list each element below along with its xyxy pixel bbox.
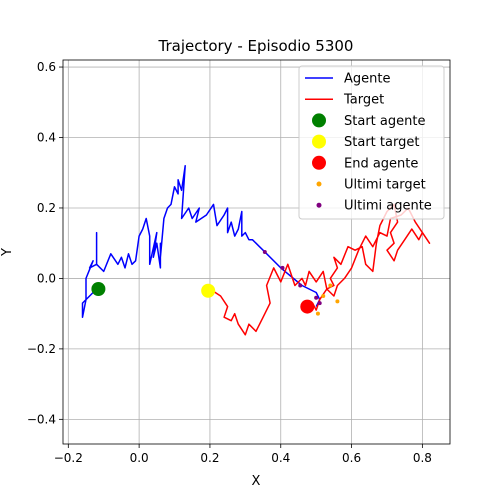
y-tick-label: −0.4 — [27, 412, 56, 426]
x-tick-label: 0.4 — [271, 451, 290, 465]
y-tick-label: −0.2 — [27, 342, 56, 356]
legend-label: Ultimi agente — [344, 199, 432, 214]
legend-label: End agente — [344, 156, 418, 171]
legend-label: Start target — [344, 135, 419, 150]
plot-layer — [81, 164, 431, 336]
start-agent-marker-legend-swatch — [312, 113, 326, 128]
y-axis-label: Y — [0, 248, 15, 257]
agent-path — [81, 164, 321, 318]
last-target-point — [321, 294, 326, 299]
x-tick-label: −0.2 — [54, 451, 83, 465]
x-tick-label: 0.2 — [200, 451, 219, 465]
x-tick-label: 0.6 — [342, 451, 361, 465]
end-agent-marker — [300, 299, 315, 314]
legend-label: Ultimi target — [344, 178, 426, 193]
chart-title: Trajectory - Episodio 5300 — [158, 37, 354, 55]
y-tick-label: 0.0 — [37, 271, 56, 285]
last-agent-point — [314, 295, 319, 300]
legend-label: Start agente — [344, 114, 425, 129]
y-tick-label: 0.6 — [37, 60, 56, 74]
start-target-marker — [201, 283, 216, 298]
target-path — [209, 203, 431, 336]
last-agent-point — [317, 301, 322, 306]
legend-label: Agente — [344, 72, 390, 87]
last-target-point — [328, 283, 333, 288]
last-target-point — [315, 311, 320, 316]
start-agent-marker — [91, 281, 106, 296]
end-agent-marker-legend-swatch — [312, 155, 326, 170]
last-agent-point — [262, 250, 267, 254]
x-tick-label: 0.0 — [130, 451, 149, 465]
x-axis-label: X — [252, 474, 261, 489]
start-target-marker-legend-swatch — [312, 134, 326, 149]
last-agent-point — [280, 265, 285, 270]
legend-label: Target — [343, 93, 384, 108]
tick-layer: −0.2 0.0 0.2 0.4 0.6 0.8 −0.4 −0.2 0.0 0.2 0.4 0.6 — [27, 60, 432, 465]
legend: Agente Target Start agente Start target End … — [298, 65, 445, 220]
last-agent-point-legend-swatch — [316, 202, 322, 208]
legend-box — [298, 65, 445, 220]
plot-frame — [62, 59, 451, 445]
last-target-point-legend-swatch — [316, 181, 322, 187]
y-tick-label: 0.2 — [37, 201, 56, 215]
x-tick-label: 0.8 — [413, 451, 432, 465]
last-agent-point — [298, 283, 303, 288]
y-tick-label: 0.4 — [37, 131, 56, 145]
last-target-point — [335, 299, 340, 304]
